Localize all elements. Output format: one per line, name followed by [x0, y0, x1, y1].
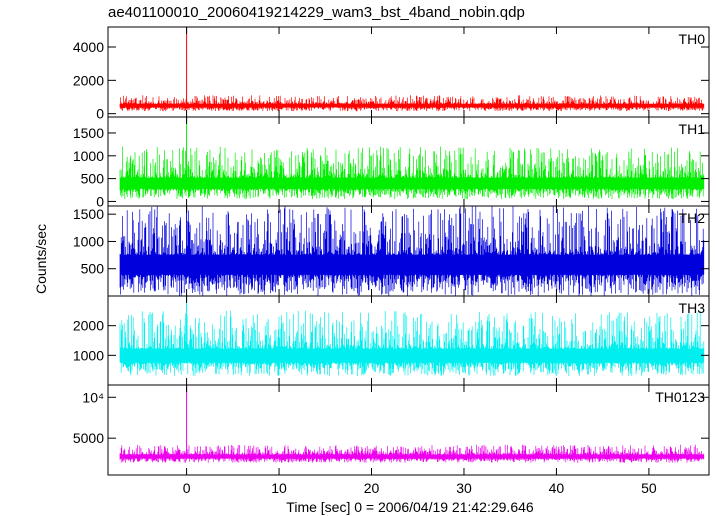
series-th2-trace: [119, 206, 705, 296]
y-tick-label: 1000: [73, 148, 104, 164]
y-tick-label: 2000: [73, 318, 104, 334]
y-tick-label: 1500: [73, 125, 104, 141]
y-tick-label: 1000: [73, 347, 104, 363]
x-tick-label: 40: [549, 480, 565, 496]
panel-frame: [107, 384, 710, 476]
x-tick-label: 20: [364, 480, 380, 496]
panel-th2: 500 1000 1500 TH2: [73, 205, 710, 297]
panel-th3: 1000 2000 TH3: [73, 295, 710, 386]
y-tick-label: 1000: [73, 233, 104, 249]
y-axis-title: Counts/sec: [33, 224, 49, 294]
series-th3-trace: [119, 310, 705, 377]
y-tick-label: 500: [81, 261, 105, 277]
y-tick-label: 0: [96, 193, 104, 209]
y-tick-label: 2000: [73, 72, 104, 88]
series-th0123-trace: [119, 444, 705, 463]
panel-label-th3: TH3: [679, 300, 706, 316]
panel-label-th0: TH0: [679, 31, 706, 47]
chart-title: ae401100010_20060419214229_wam3_bst_4ban…: [108, 4, 525, 21]
y-tick-label: 500: [81, 171, 105, 187]
x-tick-label: 50: [641, 480, 657, 496]
y-tick-label: 1500: [73, 206, 104, 222]
x-tick-label: 30: [456, 480, 472, 496]
panel-th0: 0 2000 4000 TH0: [73, 26, 710, 122]
y-tick-label: 5000: [73, 430, 104, 446]
panel-label-th0123: TH0123: [655, 389, 705, 405]
x-axis-title: Time [sec] 0 = 2006/04/19 21:42:29.646: [286, 499, 534, 515]
x-tick-label: 0: [183, 480, 191, 496]
panel-th1: 0 500 1000 1500 TH1: [73, 116, 710, 209]
y-tick-label: 0: [96, 106, 104, 122]
panel-label-th2: TH2: [679, 210, 706, 226]
y-tick-label: 10⁴: [82, 389, 104, 405]
series-th1-trace: [119, 146, 705, 200]
panel-th0123: 5000 10⁴ TH0123: [73, 384, 710, 476]
x-tick-label: 10: [271, 480, 287, 496]
y-tick-label: 4000: [73, 39, 104, 55]
series-th0-trace: [119, 95, 705, 112]
panel-label-th1: TH1: [679, 121, 706, 137]
